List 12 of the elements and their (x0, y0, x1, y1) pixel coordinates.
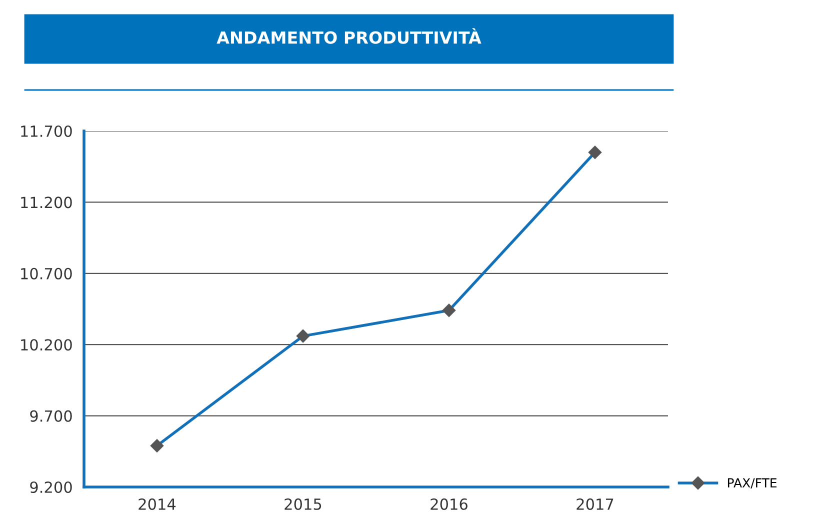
y-tick-label: 9.700 (30, 410, 72, 422)
x-tick-label: 2016 (430, 498, 468, 510)
y-tick-label: 10.700 (21, 268, 72, 280)
y-tick-label: 11.700 (21, 125, 72, 138)
x-tick-label: 2015 (284, 498, 322, 510)
x-tick-label: 2017 (576, 498, 614, 510)
chart-title: ANDAMENTO PRODUTTIVITÀ (216, 28, 482, 44)
y-tick-label: 10.200 (21, 339, 72, 351)
y-tick-label: 9.200 (30, 481, 72, 494)
legend-label: PAX/FTE (728, 478, 777, 489)
y-tick-label: 11.200 (21, 196, 72, 208)
x-tick-label: 2014 (138, 498, 176, 510)
